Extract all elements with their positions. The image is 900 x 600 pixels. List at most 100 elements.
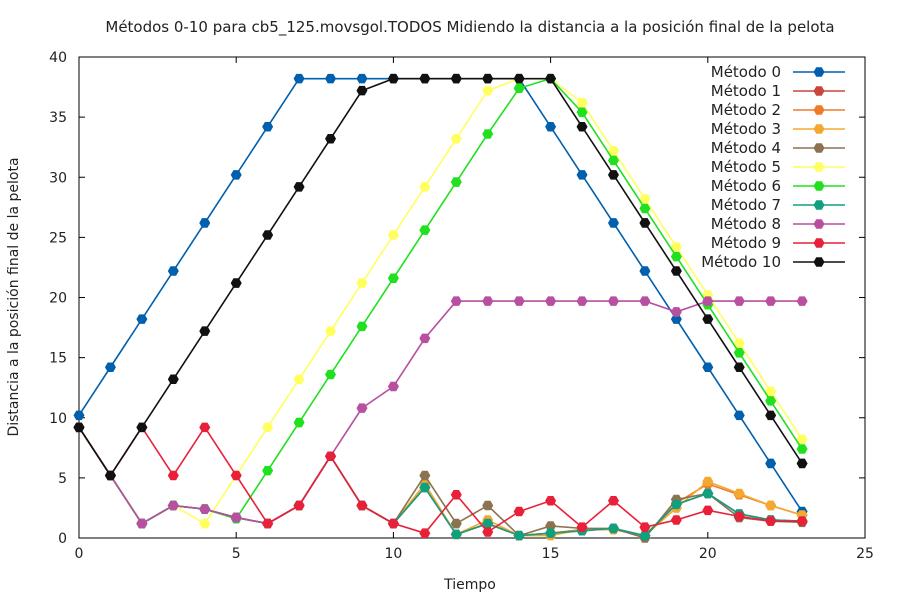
- data-point: [796, 444, 808, 454]
- data-point: [765, 396, 777, 406]
- series-line: [78, 300, 803, 525]
- series-line: [78, 77, 803, 477]
- data-point: [765, 458, 777, 469]
- series-line: [78, 77, 803, 512]
- data-point: [450, 296, 462, 306]
- legend-swatch-marker: [813, 181, 825, 191]
- y-tick-label: 40: [49, 50, 67, 66]
- data-point: [639, 530, 651, 541]
- data-point: [733, 410, 745, 421]
- data-point: [639, 203, 651, 214]
- x-tick-label: 5: [232, 546, 241, 562]
- data-point: [136, 314, 148, 324]
- data-point: [670, 266, 682, 276]
- data-point: [387, 230, 399, 240]
- data-point: [702, 362, 714, 373]
- data-point: [356, 500, 368, 511]
- data-point: [670, 499, 682, 510]
- data-point: [262, 230, 274, 240]
- data-point: [230, 470, 242, 481]
- data-point: [419, 73, 431, 84]
- data-point: [482, 518, 494, 529]
- y-axis-label: Distancia a la posición final de la pelo…: [6, 157, 22, 436]
- series-line: [78, 426, 803, 537]
- data-point: [513, 83, 525, 94]
- chart-title: Métodos 0-10 para cb5_125.movsgol.TODOS …: [105, 18, 834, 37]
- data-point: [293, 417, 305, 428]
- y-axis: 0 5 10 15 20 25 30 35 40: [49, 50, 865, 547]
- series-9: [73, 422, 808, 538]
- data-point: [733, 348, 745, 358]
- x-tick-label: 0: [75, 546, 84, 562]
- legend-label: Método 4: [711, 139, 781, 157]
- data-point: [513, 73, 525, 84]
- series-line: [78, 426, 803, 537]
- y-tick-label: 25: [49, 230, 67, 246]
- data-point: [356, 321, 368, 332]
- legend-label: Método 10: [701, 253, 781, 271]
- data-point: [356, 278, 368, 288]
- data-point: [545, 521, 557, 531]
- series-7: [73, 422, 808, 541]
- data-point: [356, 403, 368, 413]
- y-tick-label: 15: [49, 351, 67, 367]
- data-point: [293, 182, 305, 192]
- data-point: [607, 146, 619, 156]
- data-point: [670, 314, 682, 324]
- data-point: [733, 511, 745, 522]
- data-point: [419, 482, 431, 493]
- data-point: [230, 170, 242, 180]
- data-point: [639, 296, 651, 306]
- data-point: [513, 530, 525, 541]
- data-point: [199, 218, 211, 228]
- data-point: [325, 73, 337, 84]
- legend-swatch-marker: [813, 162, 825, 172]
- legend-label: Método 3: [711, 120, 781, 138]
- data-point: [167, 374, 179, 385]
- data-point: [325, 369, 337, 380]
- series-line: [78, 426, 803, 537]
- data-point: [482, 129, 494, 139]
- data-point: [230, 278, 242, 288]
- data-point: [325, 134, 337, 144]
- data-point: [356, 73, 368, 84]
- legend-label: Método 8: [711, 215, 781, 233]
- x-axis-label: Tiempo: [443, 577, 496, 593]
- data-point: [607, 495, 619, 506]
- data-point: [167, 470, 179, 481]
- data-point: [482, 73, 494, 84]
- data-point: [670, 242, 682, 252]
- legend-label: Método 5: [711, 158, 781, 176]
- legend-swatch-marker: [813, 143, 825, 153]
- y-tick-label: 10: [49, 411, 67, 427]
- series-line: [78, 77, 803, 525]
- legend-swatch-marker: [813, 200, 825, 210]
- data-point: [136, 518, 148, 529]
- data-point: [387, 273, 399, 284]
- data-point: [607, 296, 619, 306]
- data-point: [104, 470, 116, 481]
- legend-label: Método 9: [711, 234, 781, 252]
- data-point: [607, 155, 619, 166]
- data-point: [639, 194, 651, 204]
- data-point: [419, 528, 431, 538]
- legend-label: Método 1: [711, 82, 781, 100]
- x-axis: 0 5 10 15 20 25: [75, 57, 874, 562]
- legend-label: Método 7: [711, 196, 781, 214]
- x-tick-label: 10: [384, 546, 402, 562]
- data-point: [576, 170, 588, 180]
- data-point: [576, 121, 588, 132]
- data-point: [167, 500, 179, 511]
- series-line: [78, 426, 803, 539]
- data-point: [482, 296, 494, 306]
- data-point: [765, 296, 777, 306]
- data-point: [796, 434, 808, 445]
- series-3: [73, 422, 808, 541]
- data-point: [136, 422, 148, 433]
- data-point: [545, 73, 557, 84]
- data-point: [765, 410, 777, 421]
- x-tick-label: 20: [699, 546, 717, 562]
- data-point: [73, 410, 85, 421]
- data-point: [513, 296, 525, 306]
- data-point: [199, 326, 211, 336]
